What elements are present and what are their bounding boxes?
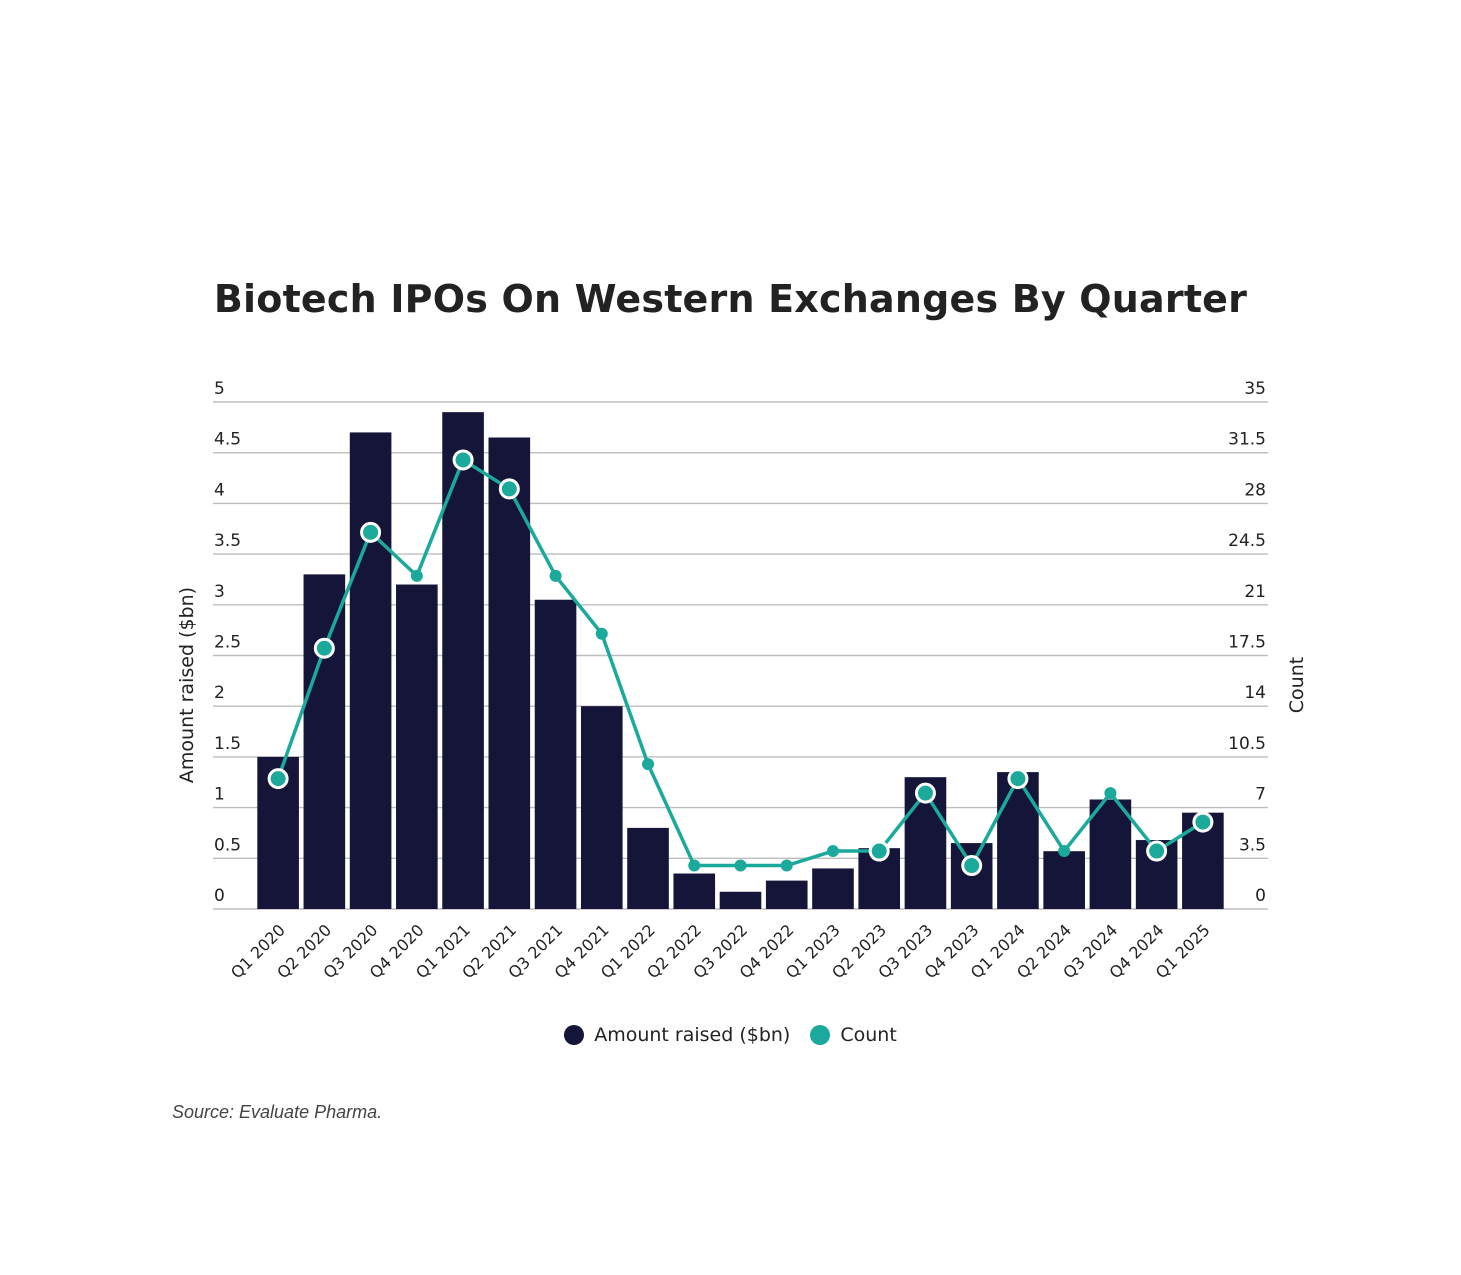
legend-item-count: Count (810, 1024, 897, 1046)
y-tick-label: 0.5 (214, 835, 241, 855)
legend-swatch-count (810, 1025, 831, 1045)
y-tick-label: 1 (214, 785, 225, 805)
bar (1089, 799, 1132, 909)
count-point (826, 845, 839, 858)
count-point (360, 521, 382, 543)
y2-tick-label: 7 (1255, 785, 1266, 805)
y-axis-label: Amount raised ($bn) (176, 587, 198, 783)
bar-series (257, 412, 1224, 909)
y2-tick-label: 21 (1244, 582, 1266, 602)
y2-tick-label: 10.5 (1228, 734, 1266, 754)
count-point (452, 449, 474, 471)
chart-title: Biotech IPOs On Western Exchanges By Qua… (213, 277, 1248, 321)
count-point (1146, 840, 1168, 862)
y2-tick-label: 3.5 (1239, 835, 1266, 855)
y-axis-right-ticks: 0 3.5 7 10.5 14 17.5 21 24.5 28 31.5 35 (1228, 379, 1266, 906)
bar (488, 437, 531, 909)
count-point (734, 859, 747, 872)
count-point (688, 859, 701, 872)
y-tick-label: 3.5 (214, 531, 241, 551)
bar (442, 412, 484, 909)
bar (950, 843, 993, 909)
y2-tick-label: 17.5 (1228, 633, 1266, 653)
y2-tick-label: 14 (1244, 683, 1266, 703)
y2-axis-label: Count (1286, 657, 1308, 713)
count-point (780, 859, 793, 872)
y2-tick-label: 0 (1255, 886, 1266, 906)
source-note: Source: Evaluate Pharma. (172, 1102, 383, 1122)
y-tick-label: 4.5 (214, 430, 241, 450)
count-point (498, 478, 520, 500)
count-point (1192, 811, 1214, 833)
count-point (961, 855, 983, 877)
count-point (914, 782, 936, 804)
bar (812, 868, 854, 909)
count-series (267, 449, 1214, 877)
y-tick-label: 2 (214, 683, 225, 703)
bar (303, 574, 346, 909)
y-tick-label: 3 (214, 582, 225, 602)
legend: Amount raised ($bn) Count (0, 1024, 1461, 1046)
count-point (1058, 845, 1071, 858)
bar (396, 584, 438, 909)
y-tick-label: 4 (214, 480, 225, 500)
count-point (313, 637, 335, 659)
bar (765, 880, 808, 909)
y2-tick-label: 35 (1244, 379, 1266, 399)
bar (997, 772, 1039, 909)
y2-tick-label: 24.5 (1228, 531, 1266, 551)
y-tick-label: 5 (214, 379, 225, 399)
count-point (1007, 768, 1029, 790)
legend-label-amount: Amount raised ($bn) (594, 1024, 791, 1046)
bar (580, 706, 623, 909)
count-point (1104, 787, 1117, 800)
y2-tick-label: 28 (1244, 480, 1266, 500)
bar (534, 599, 577, 909)
count-point (642, 758, 655, 771)
legend-item-amount: Amount raised ($bn) (564, 1024, 790, 1046)
count-point (410, 569, 423, 582)
y-tick-label: 1.5 (214, 734, 241, 754)
y2-tick-label: 31.5 (1228, 430, 1266, 450)
bar (719, 891, 762, 909)
bar (673, 873, 716, 909)
y-axis-left-ticks: 0 0.5 1 1.5 2 2.5 3 3.5 4 4.5 5 (214, 379, 241, 906)
bar (627, 827, 669, 909)
y-tick-label: 2.5 (214, 633, 241, 653)
count-point (267, 768, 289, 790)
count-point (595, 627, 608, 640)
count-point (549, 569, 562, 582)
bar (349, 432, 392, 909)
legend-label-count: Count (840, 1024, 897, 1046)
count-point (868, 840, 890, 862)
y-tick-label: 0 (214, 886, 225, 906)
bar (1043, 851, 1085, 909)
legend-swatch-amount (564, 1025, 585, 1045)
